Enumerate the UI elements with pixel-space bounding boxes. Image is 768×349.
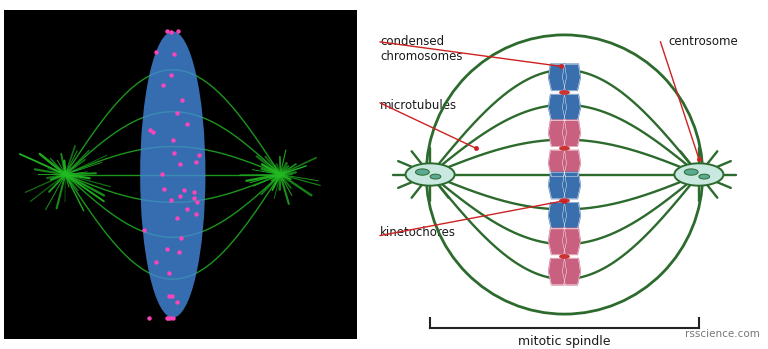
Polygon shape (562, 64, 581, 90)
Polygon shape (562, 172, 581, 199)
Polygon shape (562, 259, 581, 285)
Circle shape (559, 254, 570, 259)
Circle shape (430, 174, 441, 179)
Circle shape (406, 163, 455, 186)
Text: centrosome: centrosome (668, 35, 738, 48)
Text: condensed
chromosomes: condensed chromosomes (380, 35, 462, 63)
Polygon shape (562, 228, 581, 254)
Circle shape (674, 163, 723, 186)
Polygon shape (562, 120, 581, 146)
Circle shape (559, 90, 570, 95)
Ellipse shape (141, 31, 205, 318)
Circle shape (559, 198, 570, 203)
Polygon shape (548, 120, 567, 146)
Text: mitotic spindle: mitotic spindle (518, 335, 611, 348)
Polygon shape (548, 259, 567, 285)
Polygon shape (548, 228, 567, 254)
Text: kinetochores: kinetochores (380, 226, 456, 239)
Text: microtubules: microtubules (380, 99, 457, 112)
Polygon shape (548, 203, 567, 229)
Polygon shape (562, 95, 581, 121)
FancyBboxPatch shape (4, 10, 357, 339)
Polygon shape (562, 203, 581, 229)
Polygon shape (562, 150, 581, 177)
Circle shape (415, 169, 429, 175)
Circle shape (699, 174, 710, 179)
Circle shape (684, 169, 698, 175)
Polygon shape (548, 64, 567, 90)
Polygon shape (548, 95, 567, 121)
Polygon shape (548, 172, 567, 199)
Circle shape (559, 146, 570, 151)
Polygon shape (548, 150, 567, 177)
Text: rsscience.com: rsscience.com (686, 328, 760, 339)
